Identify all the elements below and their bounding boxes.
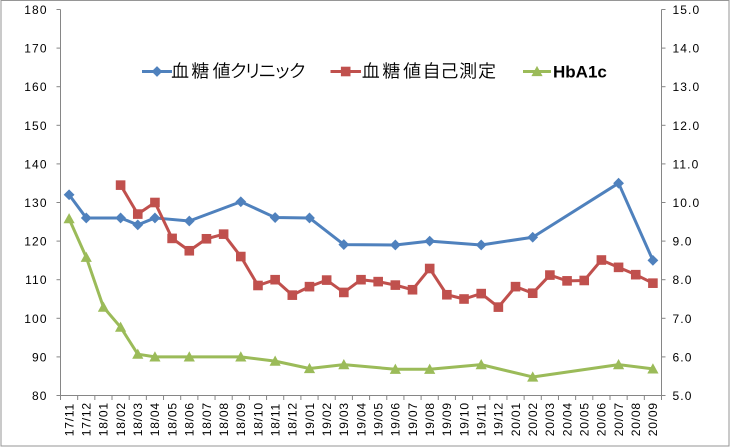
svg-text:19/08: 19/08 — [423, 402, 437, 436]
svg-text:20/06: 20/06 — [595, 402, 609, 436]
svg-text:6.0: 6.0 — [673, 350, 693, 364]
svg-text:80: 80 — [32, 389, 48, 403]
svg-text:19/04: 19/04 — [354, 402, 368, 436]
svg-text:90: 90 — [32, 350, 48, 364]
svg-text:19/12: 19/12 — [492, 402, 506, 436]
svg-text:19/05: 19/05 — [371, 402, 385, 436]
svg-text:18/04: 18/04 — [148, 402, 162, 436]
svg-text:15.0: 15.0 — [673, 3, 701, 17]
svg-text:20/07: 20/07 — [612, 402, 626, 436]
svg-text:5.0: 5.0 — [673, 389, 693, 403]
svg-text:7.0: 7.0 — [673, 312, 693, 326]
svg-text:18/10: 18/10 — [251, 402, 265, 436]
svg-text:18/03: 18/03 — [131, 402, 145, 436]
svg-text:18/07: 18/07 — [200, 402, 214, 436]
svg-text:8.0: 8.0 — [673, 273, 693, 287]
svg-text:120: 120 — [24, 235, 47, 249]
svg-text:18/06: 18/06 — [183, 402, 197, 436]
svg-text:14.0: 14.0 — [673, 42, 701, 56]
svg-text:19/09: 19/09 — [440, 402, 454, 436]
svg-text:20/03: 20/03 — [543, 402, 557, 436]
svg-text:12.0: 12.0 — [673, 119, 701, 133]
svg-text:110: 110 — [25, 273, 47, 287]
svg-text:20/01: 20/01 — [509, 402, 523, 436]
svg-text:19/06: 19/06 — [389, 402, 403, 436]
svg-text:140: 140 — [24, 157, 47, 171]
svg-text:20/04: 20/04 — [560, 402, 574, 436]
svg-text:18/01: 18/01 — [97, 402, 111, 436]
svg-text:10.0: 10.0 — [673, 196, 701, 210]
svg-text:20/05: 20/05 — [578, 402, 592, 436]
svg-text:100: 100 — [24, 312, 47, 326]
svg-text:19/07: 19/07 — [406, 402, 420, 436]
svg-text:180: 180 — [24, 3, 47, 17]
svg-text:19/10: 19/10 — [457, 402, 471, 436]
svg-text:20/09: 20/09 — [646, 402, 660, 436]
svg-text:150: 150 — [24, 119, 47, 133]
svg-text:19/11: 19/11 — [475, 403, 489, 436]
svg-text:19/02: 19/02 — [320, 402, 334, 436]
svg-text:9.0: 9.0 — [673, 235, 693, 249]
svg-text:160: 160 — [24, 80, 47, 94]
svg-text:19/01: 19/01 — [303, 402, 317, 436]
svg-text:130: 130 — [24, 196, 47, 210]
svg-text:18/02: 18/02 — [114, 402, 128, 436]
svg-text:19/03: 19/03 — [337, 402, 351, 436]
svg-text:18/09: 18/09 — [234, 402, 248, 436]
svg-text:18/12: 18/12 — [286, 402, 300, 436]
svg-text:17/11: 17/11 — [62, 403, 76, 436]
svg-text:HbA1c: HbA1c — [553, 63, 607, 82]
svg-text:18/11: 18/11 — [268, 403, 282, 436]
svg-text:20/08: 20/08 — [629, 402, 643, 436]
svg-text:18/05: 18/05 — [165, 402, 179, 436]
svg-text:20/02: 20/02 — [526, 402, 540, 436]
svg-text:11.0: 11.0 — [673, 157, 700, 171]
svg-text:13.0: 13.0 — [673, 80, 701, 94]
svg-text:18/08: 18/08 — [217, 402, 231, 436]
svg-text:170: 170 — [24, 42, 47, 56]
svg-text:17/12: 17/12 — [80, 402, 94, 436]
